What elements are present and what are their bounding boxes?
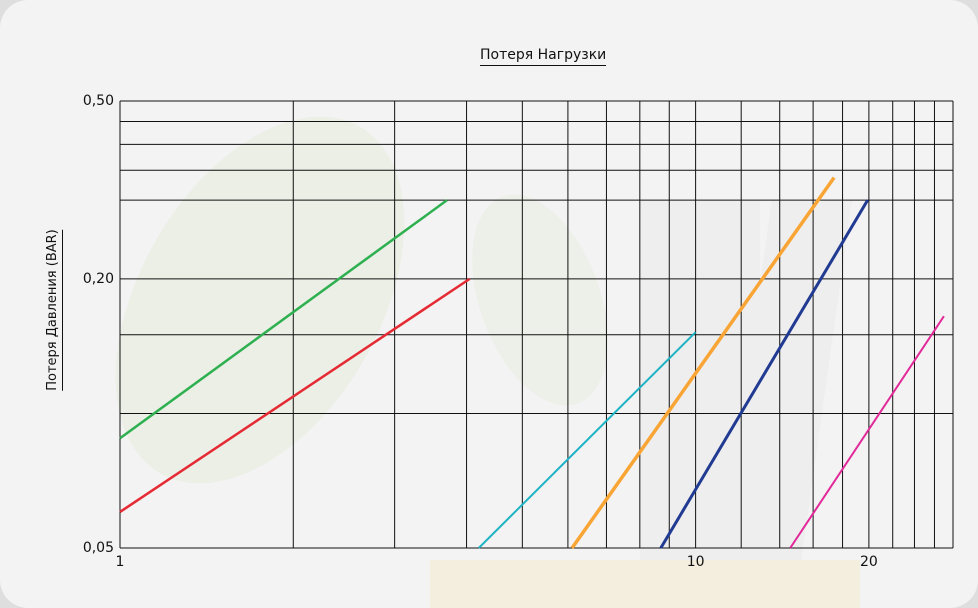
x-tick-label: 1 [115, 554, 125, 570]
y-tick-label: 0,20 [82, 270, 114, 287]
series-line-4 [570, 176, 836, 550]
series-line-5 [659, 199, 869, 549]
series-line-6 [789, 315, 945, 549]
series-line-2 [119, 277, 471, 514]
background-decoration [115, 116, 860, 608]
x-tick-label: 20 [859, 554, 878, 570]
y-axis-label: Потеря Давления (BAR) [45, 229, 63, 391]
series-line-3 [478, 331, 697, 549]
y-tick-label: 0,50 [82, 93, 114, 109]
chart-title: Потеря Нагрузки [480, 47, 607, 66]
series-line-1 [119, 199, 448, 440]
series-lines [119, 176, 945, 550]
grid [119, 100, 954, 549]
x-tick-label: 10 [686, 554, 705, 570]
y-tick-label: 0,05 [82, 540, 114, 556]
